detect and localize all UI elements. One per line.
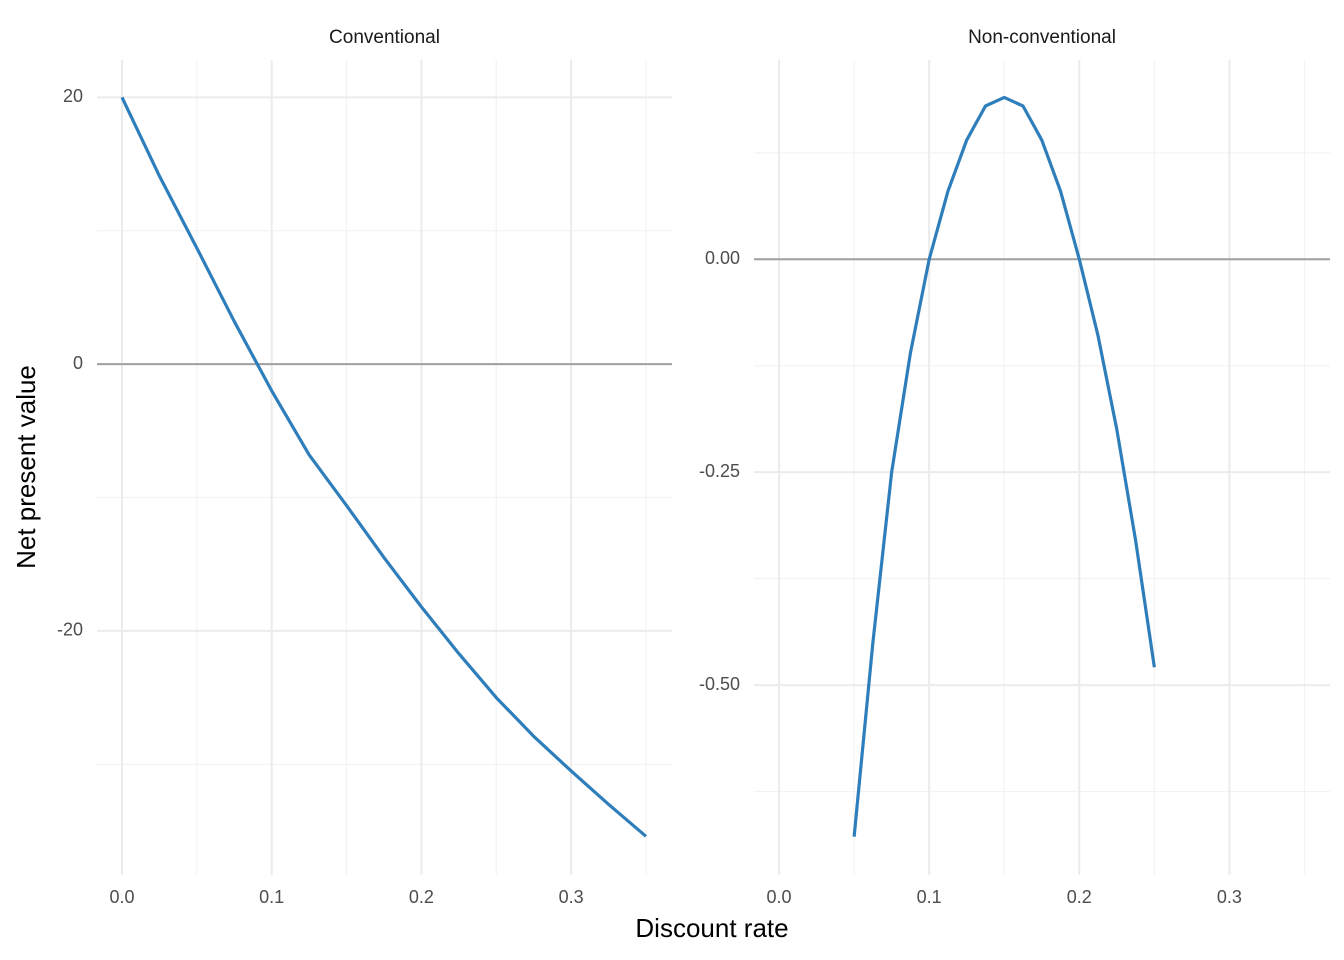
y-tick-label: 0.00 [705,248,740,268]
y-tick-label: 0 [73,353,83,373]
x-tick-label: 0.1 [917,887,942,907]
y-tick-label: -20 [57,620,83,640]
x-tick-label: 0.3 [1217,887,1242,907]
x-axis-title: Discount rate [635,913,788,943]
facet-title: Non-conventional [968,27,1116,48]
npv-line [120,96,647,838]
npv-line [852,95,1156,837]
y-axis-title: Net present value [11,365,41,569]
x-tick-label: 0.1 [259,887,284,907]
x-tick-label: 0.0 [767,887,792,907]
x-tick-label: 0.3 [559,887,584,907]
facet-title: Conventional [329,27,440,48]
x-tick-label: 0.0 [109,887,134,907]
x-tick-label: 0.2 [1067,887,1092,907]
y-tick-label: 20 [63,86,83,106]
y-tick-label: -0.25 [699,461,740,481]
y-tick-label: -0.50 [699,674,740,694]
x-tick-label: 0.2 [409,887,434,907]
